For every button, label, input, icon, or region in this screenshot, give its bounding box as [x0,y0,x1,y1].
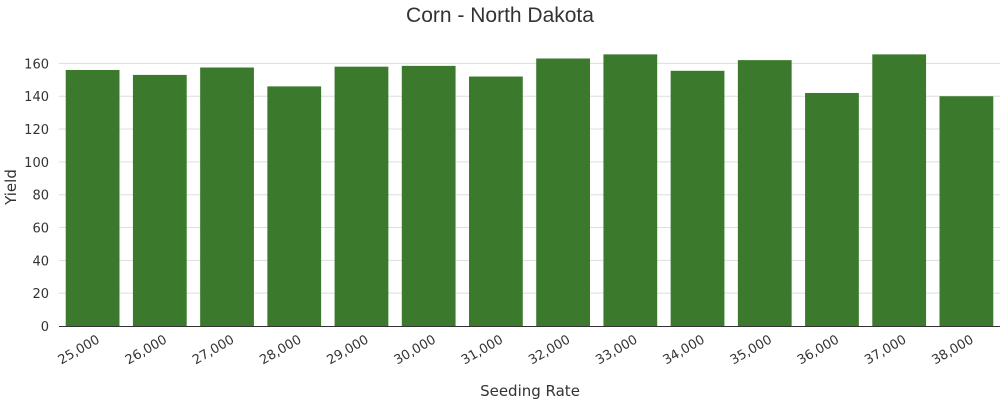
y-tick-label: 20 [32,287,49,302]
x-tick-label: 30,000 [392,332,439,368]
x-tick-label: 26,000 [123,332,170,368]
y-tick-label: 60 [32,222,49,237]
x-tick-label: 34,000 [661,332,708,368]
bar [267,86,322,326]
y-tick-label: 100 [24,156,49,171]
bar [737,60,792,326]
bar [603,54,658,327]
bar [200,67,254,326]
y-tick-label: 140 [24,90,49,105]
bar [132,74,187,327]
y-tick-label: 160 [24,57,49,72]
x-tick-label: 32,000 [526,332,573,368]
bar [939,96,994,326]
x-tick-label: 28,000 [257,332,304,368]
y-tick-label: 40 [32,254,49,269]
x-tick-label: 35,000 [728,332,775,368]
bar [872,54,927,327]
y-axis-label: Yield [2,169,20,206]
bar [65,69,120,326]
bar [805,92,859,326]
x-axis-label: Seeding Rate [480,382,580,400]
x-tick-label: 29,000 [325,332,372,368]
x-tick-label: 25,000 [56,332,103,368]
y-axis-ticks: 0 20 40 60 80 100 120 140 160 [24,57,49,335]
chart-title: Corn - North Dakota [406,4,594,27]
x-tick-label: 31,000 [459,332,506,368]
y-tick-label: 0 [41,320,49,335]
y-tick-label: 80 [32,189,49,204]
x-tick-label: 27,000 [190,332,237,368]
bar [536,58,590,327]
bar [334,66,389,326]
bar [401,65,456,326]
bars [65,54,994,327]
x-tick-label: 36,000 [795,332,842,368]
bar [469,76,523,327]
x-tick-label: 38,000 [929,332,976,368]
bar [670,70,725,326]
x-tick-label: 33,000 [593,332,640,368]
x-tick-label: 37,000 [862,332,909,368]
y-tick-label: 120 [24,123,49,138]
x-axis-ticks: 25,000 26,000 27,000 28,000 29,000 30,000 31,0… [56,332,977,368]
